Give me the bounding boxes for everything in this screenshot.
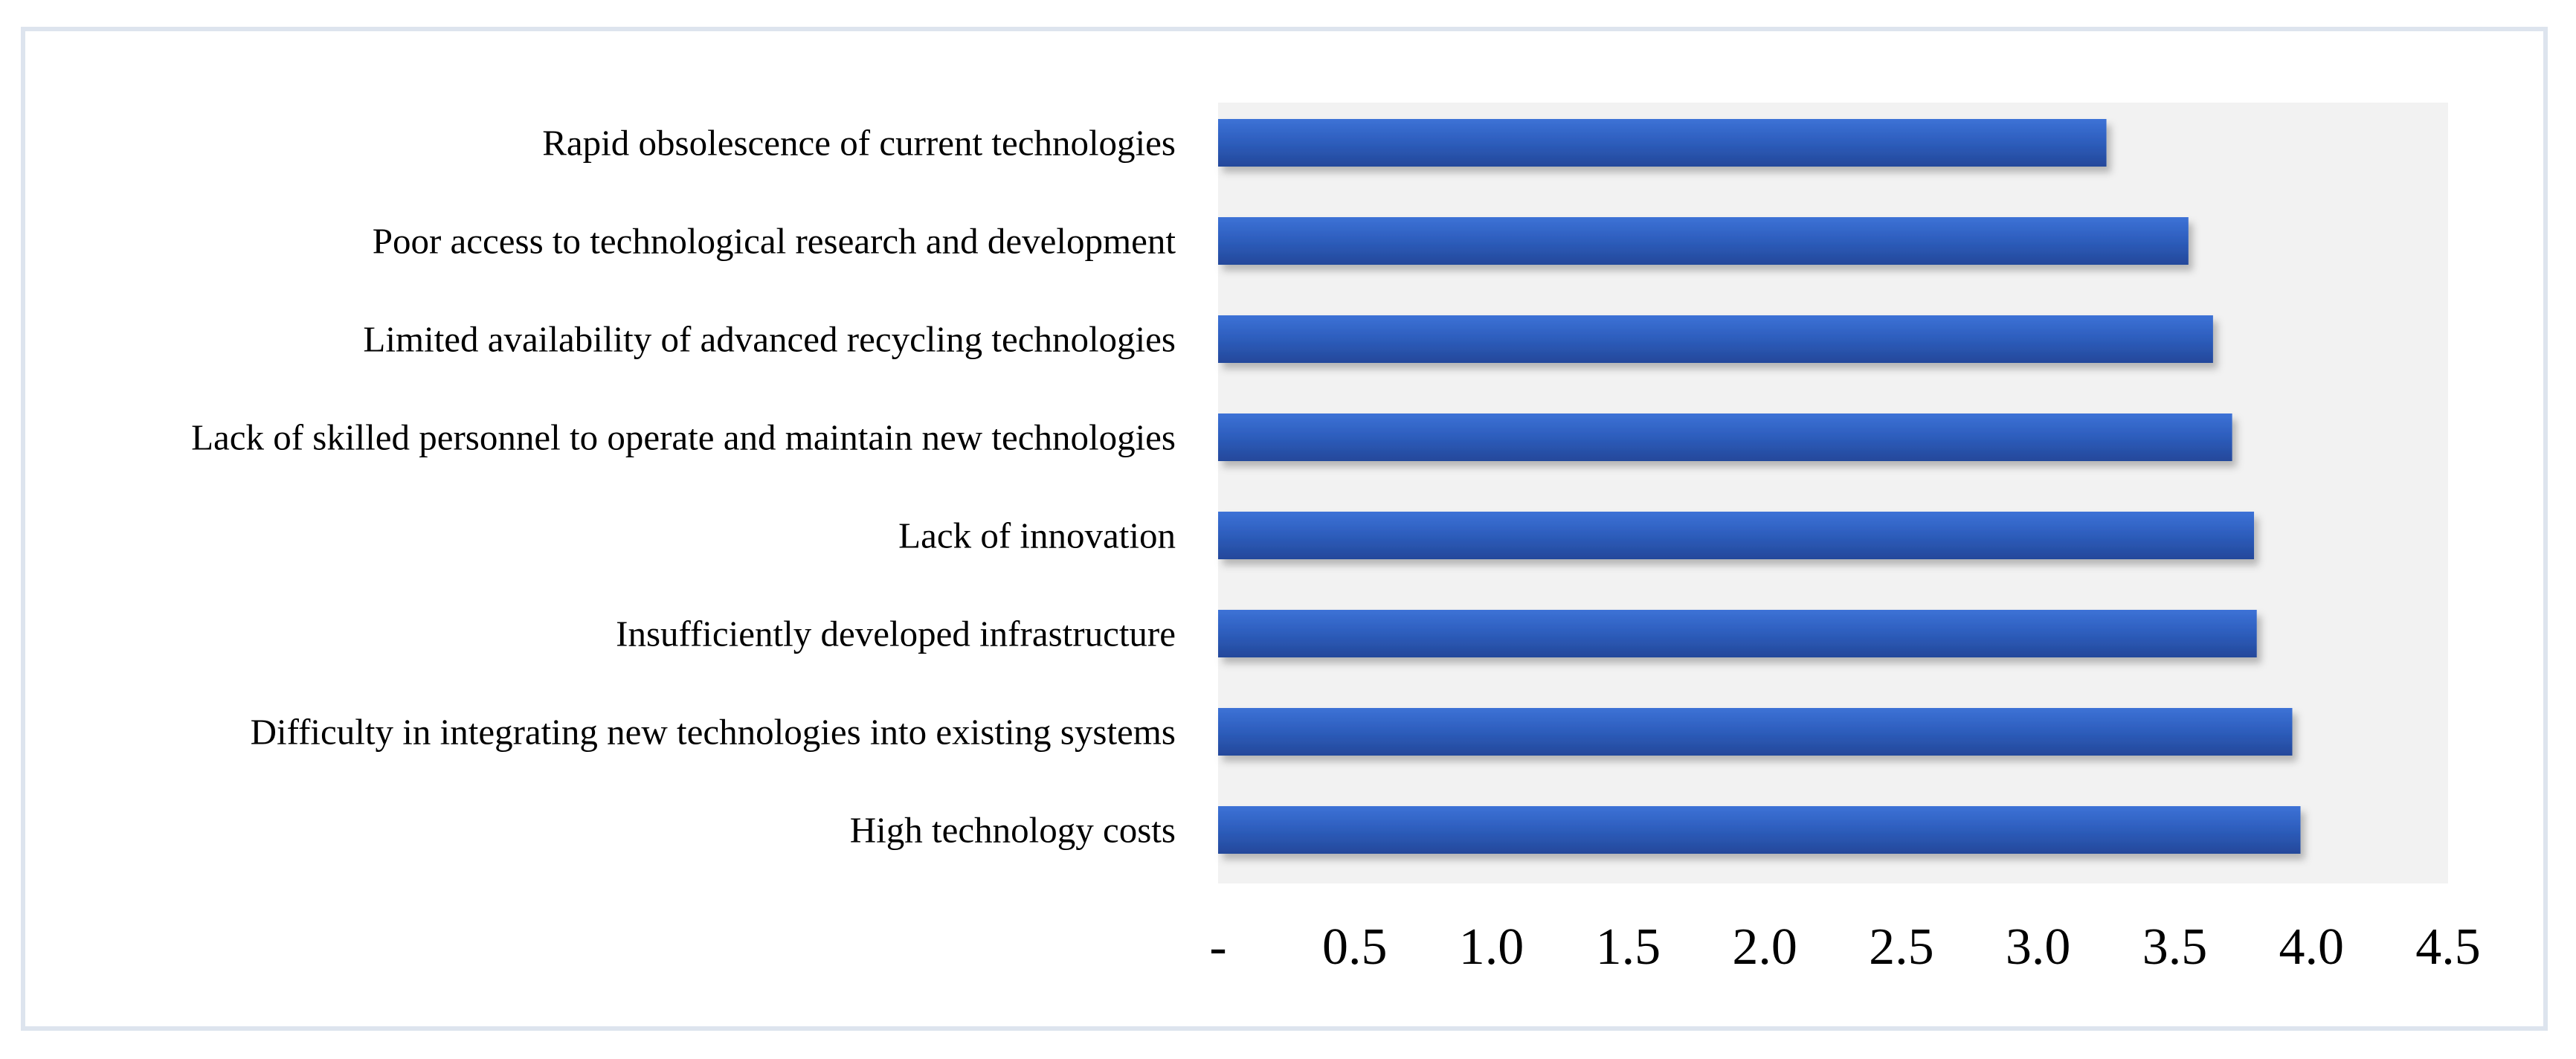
bar	[1218, 119, 2107, 167]
x-tick-label: 3.0	[2006, 918, 2071, 976]
bar	[1218, 610, 2257, 657]
x-tick-label: 1.0	[1459, 918, 1524, 976]
bar	[1218, 806, 2301, 854]
chart-frame: Rapid obsolescence of current technologi…	[21, 27, 2548, 1031]
category-label: Rapid obsolescence of current technologi…	[542, 123, 1176, 164]
x-tick-label: 2.0	[1732, 918, 1797, 976]
x-tick-label: 1.5	[1596, 918, 1661, 976]
bar	[1218, 512, 2255, 559]
category-label: High technology costs	[850, 810, 1176, 851]
category-label: Poor access to technological research an…	[373, 221, 1176, 262]
category-label: Lack of innovation	[898, 515, 1176, 556]
category-label: Lack of skilled personnel to operate and…	[191, 417, 1176, 458]
x-tick-label: 2.5	[1869, 918, 1934, 976]
x-tick-label: 3.5	[2142, 918, 2208, 976]
category-label: Limited availability of advanced recycli…	[363, 319, 1176, 360]
x-tick-label: 0.5	[1322, 918, 1388, 976]
bar	[1218, 413, 2232, 461]
bar	[1218, 708, 2293, 756]
bar	[1218, 217, 2189, 265]
category-label: Insufficiently developed infrastructure	[616, 614, 1176, 654]
x-tick-label: 4.0	[2279, 918, 2344, 976]
category-label: Difficulty in integrating new technologi…	[251, 712, 1176, 753]
bar	[1218, 315, 2213, 363]
x-tick-label: 4.5	[2415, 918, 2481, 976]
x-tick-label: -	[1209, 918, 1226, 976]
bar-chart: Rapid obsolescence of current technologi…	[191, 103, 2481, 976]
